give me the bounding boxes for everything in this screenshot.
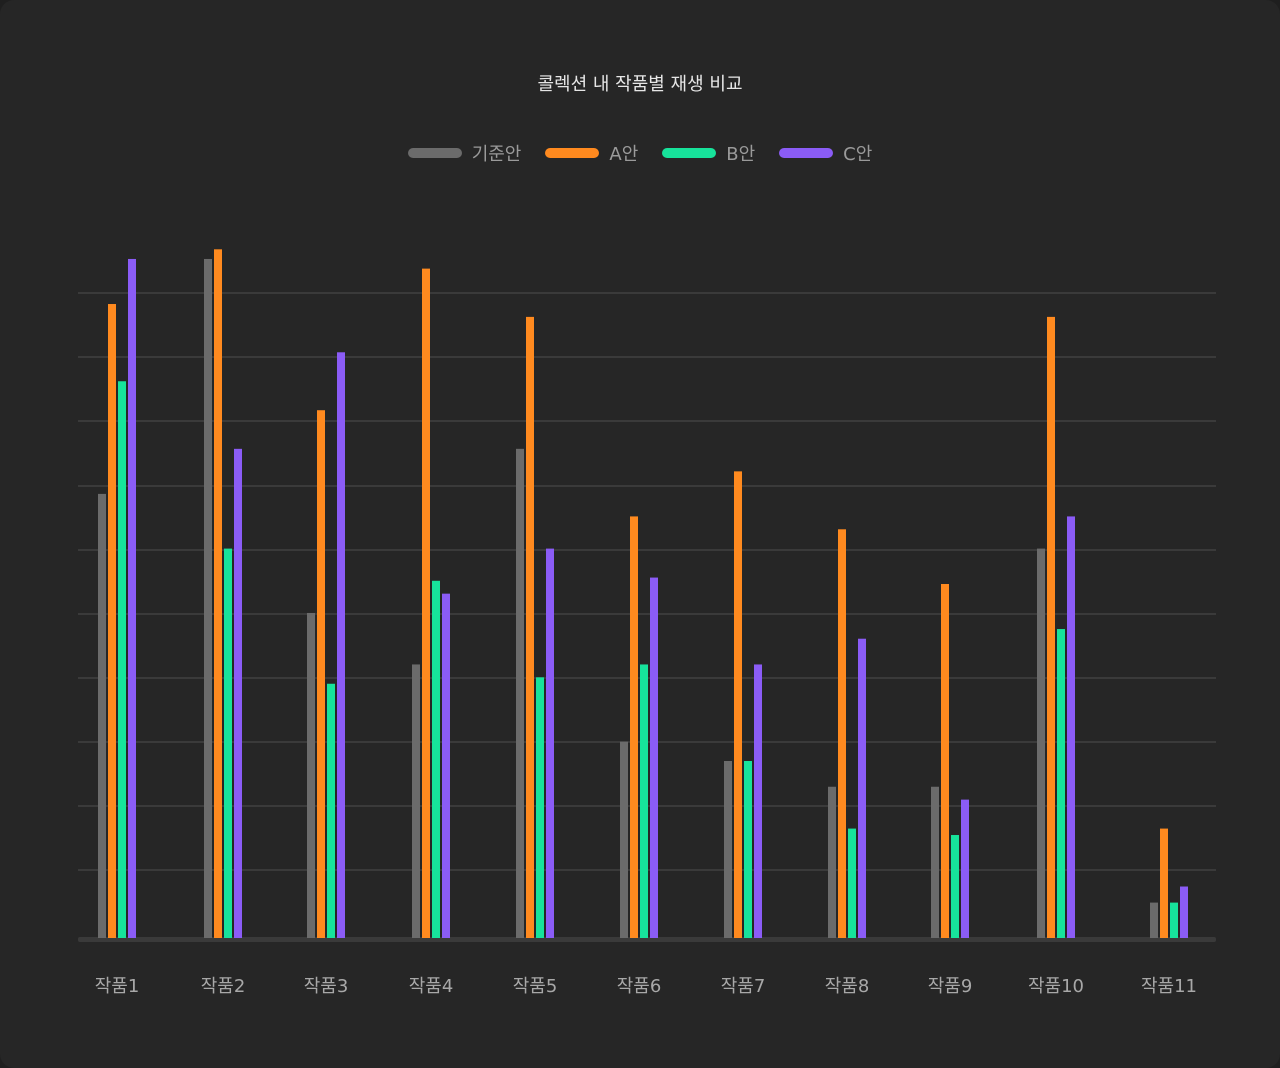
bar-6-series-4[interactable] [650,577,658,938]
bar-9-series-1[interactable] [931,786,939,938]
chart-legend: 기준안 A안 B안 C안 [0,140,1280,166]
bar-8-series-2[interactable] [838,529,846,938]
bar-7-series-4[interactable] [754,664,762,938]
bar-group-2 [204,249,242,939]
legend-item-a[interactable]: A안 [545,140,638,166]
bar-9-series-2[interactable] [941,584,949,938]
legend-swatch-baseline [407,148,462,158]
bar-7-series-3[interactable] [744,761,752,938]
bar-10-series-1[interactable] [1037,548,1045,938]
x-tick-label: 작품3 [304,976,349,997]
bar-9-series-4[interactable] [961,799,969,938]
bar-9-series-3[interactable] [951,835,959,938]
x-axis-line [78,937,1216,942]
bar-8-series-1[interactable] [828,786,836,938]
x-tick-label: 작품2 [201,976,246,997]
legend-label-c: C안 [843,144,873,165]
x-tick-label: 작품7 [721,976,766,997]
bar-group-9 [931,584,969,938]
bar-6-series-3[interactable] [640,664,648,938]
legend-swatch-a [545,148,600,158]
bar-2-series-2[interactable] [214,249,222,939]
bar-group-4 [412,268,450,939]
x-tick-label: 작품5 [513,976,558,997]
bar-1-series-4[interactable] [128,258,136,938]
bar-4-series-3[interactable] [432,580,440,938]
bar-8-series-4[interactable] [858,638,866,938]
bar-group-1 [98,258,136,939]
x-tick-label: 작품1 [95,976,140,997]
bar-2-series-4[interactable] [234,448,242,938]
x-tick-label: 작품9 [928,976,973,997]
bar-4-series-1[interactable] [412,664,420,938]
bar-11-series-1[interactable] [1150,902,1158,938]
legend-item-c[interactable]: C안 [779,140,872,166]
x-tick-label: 작품10 [1028,976,1084,997]
bar-5-series-2[interactable] [526,316,534,939]
legend-swatch-b [662,148,717,158]
bar-group-11 [1150,828,1188,938]
x-tick-label: 작품6 [617,976,662,997]
bar-3-series-1[interactable] [307,612,315,938]
x-tick-label: 작품4 [409,976,454,997]
bar-group-5 [516,316,554,939]
bar-4-series-4[interactable] [442,593,450,938]
bar-3-series-4[interactable] [337,352,345,939]
legend-label-b: B안 [726,144,756,165]
bar-10-series-2[interactable] [1047,316,1055,939]
x-tick-label: 작품8 [825,976,870,997]
bar-group-10 [1037,316,1075,939]
bar-group-7 [724,471,762,938]
bar-8-series-3[interactable] [848,828,856,938]
bar-group-6 [620,516,658,938]
bar-5-series-3[interactable] [536,677,544,938]
bar-10-series-3[interactable] [1057,629,1065,938]
bar-2-series-1[interactable] [204,258,212,938]
bar-1-series-2[interactable] [108,304,116,938]
bar-2-series-3[interactable] [224,548,232,938]
chart-title: 콜렉션 내 작품별 재생 비교 [537,74,743,95]
bar-group-3 [307,352,345,939]
bar-3-series-3[interactable] [327,683,335,938]
bar-6-series-1[interactable] [620,741,628,938]
legend-label-a: A안 [609,144,639,165]
legend-label-baseline: 기준안 [471,144,522,165]
bar-5-series-1[interactable] [516,448,524,938]
bar-5-series-4[interactable] [546,548,554,938]
bar-4-series-2[interactable] [422,268,430,939]
bar-11-series-3[interactable] [1170,902,1178,938]
bar-1-series-3[interactable] [118,381,126,939]
bar-7-series-2[interactable] [734,471,742,938]
legend-item-b[interactable]: B안 [662,140,755,166]
bar-10-series-4[interactable] [1067,516,1075,938]
bar-1-series-1[interactable] [98,493,106,938]
bar-11-series-2[interactable] [1160,828,1168,938]
bar-3-series-2[interactable] [317,410,325,939]
bar-11-series-4[interactable] [1180,886,1188,938]
bar-group-8 [828,529,866,938]
bar-7-series-1[interactable] [724,761,732,938]
legend-swatch-c [779,148,834,158]
bar-6-series-2[interactable] [630,516,638,938]
x-tick-label: 작품11 [1141,976,1197,997]
legend-item-baseline[interactable]: 기준안 [407,140,522,166]
